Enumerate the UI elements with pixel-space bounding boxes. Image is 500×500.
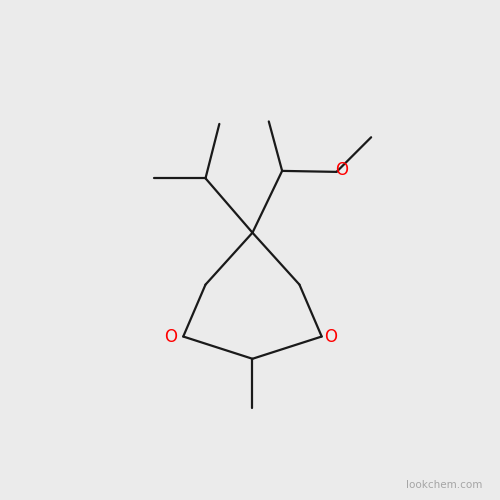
Text: lookchem.com: lookchem.com [406, 480, 482, 490]
Text: O: O [324, 328, 337, 345]
Text: O: O [335, 161, 348, 179]
Text: O: O [164, 328, 177, 345]
